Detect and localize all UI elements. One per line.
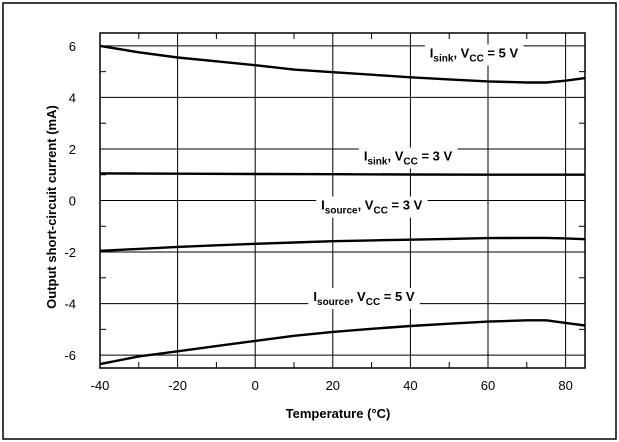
x-tick-label: 20 xyxy=(326,378,340,393)
y-tick-label: -2 xyxy=(64,245,76,260)
annotation-background xyxy=(424,44,524,66)
annotation-background xyxy=(316,196,428,218)
tick-marks xyxy=(100,33,586,368)
y-tick-label: 6 xyxy=(69,39,76,54)
series-annotation: Isource, VCC = 5 V xyxy=(313,289,414,308)
x-tick-label: -20 xyxy=(168,378,187,393)
x-axis-label: Temperature (°C) xyxy=(286,406,391,421)
x-tick-label: -40 xyxy=(91,378,110,393)
y-tick-label: -6 xyxy=(64,348,76,363)
x-tick-label: 0 xyxy=(252,378,259,393)
series-annotations: Isink, VCC = 5 V Isink, VCC = 3 V Isource,… xyxy=(308,44,524,309)
series-annotation: Isink, VCC = 3 V xyxy=(364,149,453,168)
y-tick-label: -4 xyxy=(64,297,76,312)
series-line xyxy=(99,236,586,252)
annotation-background xyxy=(308,288,420,309)
series-lines xyxy=(99,44,586,366)
x-tick-labels: -40 -20 0 20 40 60 80 xyxy=(91,378,573,393)
series-line xyxy=(99,172,585,176)
series-annotation: Isource, VCC = 3 V xyxy=(321,198,422,217)
x-tick-label: 40 xyxy=(403,378,417,393)
grid xyxy=(100,33,585,368)
plot-frame xyxy=(99,32,586,369)
y-tick-label: 0 xyxy=(69,194,76,209)
series-annotation: Isink, VCC = 5 V xyxy=(430,45,519,64)
y-tick-labels: 6 4 2 0 -2 -4 -6 xyxy=(64,39,76,363)
x-tick-label: 80 xyxy=(558,378,572,393)
x-tick-label: 60 xyxy=(481,378,495,393)
y-axis-label: Output short-circuit current (mA) xyxy=(44,105,59,309)
series-line xyxy=(99,44,586,84)
annotation-background xyxy=(358,147,458,169)
series-line xyxy=(99,319,586,366)
y-tick-label: 2 xyxy=(69,142,76,157)
y-tick-label: 4 xyxy=(69,90,76,105)
